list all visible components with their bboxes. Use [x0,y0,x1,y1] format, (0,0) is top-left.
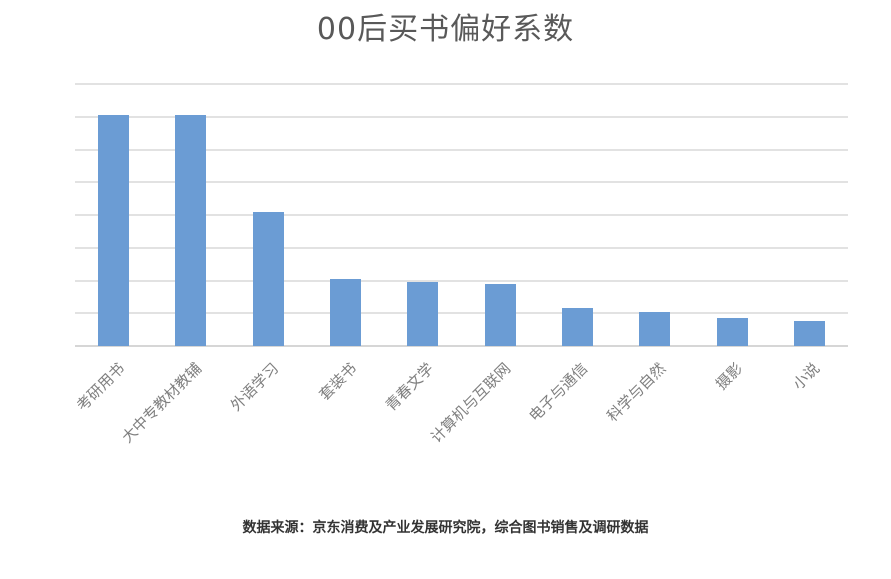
bar-4 [330,279,362,346]
bar-8 [639,312,671,346]
x-axis-label: 科学与自然 [603,359,669,426]
x-axis-label: 套装书 [315,359,360,404]
gridline [75,246,848,249]
bar-7 [561,308,593,346]
gridline [75,115,848,118]
bar-1 [98,115,130,346]
x-axis-labels: 考研用书 大中专教材教辅 外语学习 套装书 青春文学 计算机与互联网 电子与通信 科学与自然 摄… [73,346,848,511]
gridline [75,279,848,282]
bar-3 [252,212,284,346]
x-axis-label: 大中专教材教辅 [118,359,206,447]
plot-area [75,83,848,347]
x-axis-label: 考研用书 [72,359,128,415]
data-source-note: 数据来源：京东消费及产业发展研究院，综合图书销售及调研数据 [242,520,649,536]
x-axis-label: 青春文学 [381,359,438,415]
gridline [75,83,848,85]
x-axis-label: 计算机与互联网 [427,359,515,447]
bar-9 [716,318,748,346]
x-axis-label: 电子与通信 [525,359,592,426]
bar-2 [175,115,207,346]
x-axis-line [75,345,848,347]
bar-5 [407,282,439,346]
gridline [75,181,848,184]
x-axis-label: 小说 [789,359,824,394]
gridline [75,214,848,216]
gridline [75,312,848,315]
chart-title: 00后买书偏好系数 [316,12,575,47]
x-axis-label: 摄影 [712,359,747,394]
gridline [75,148,848,151]
bar-10 [793,321,825,346]
x-axis-label: 外语学习 [227,359,283,415]
bar-6 [484,284,516,346]
